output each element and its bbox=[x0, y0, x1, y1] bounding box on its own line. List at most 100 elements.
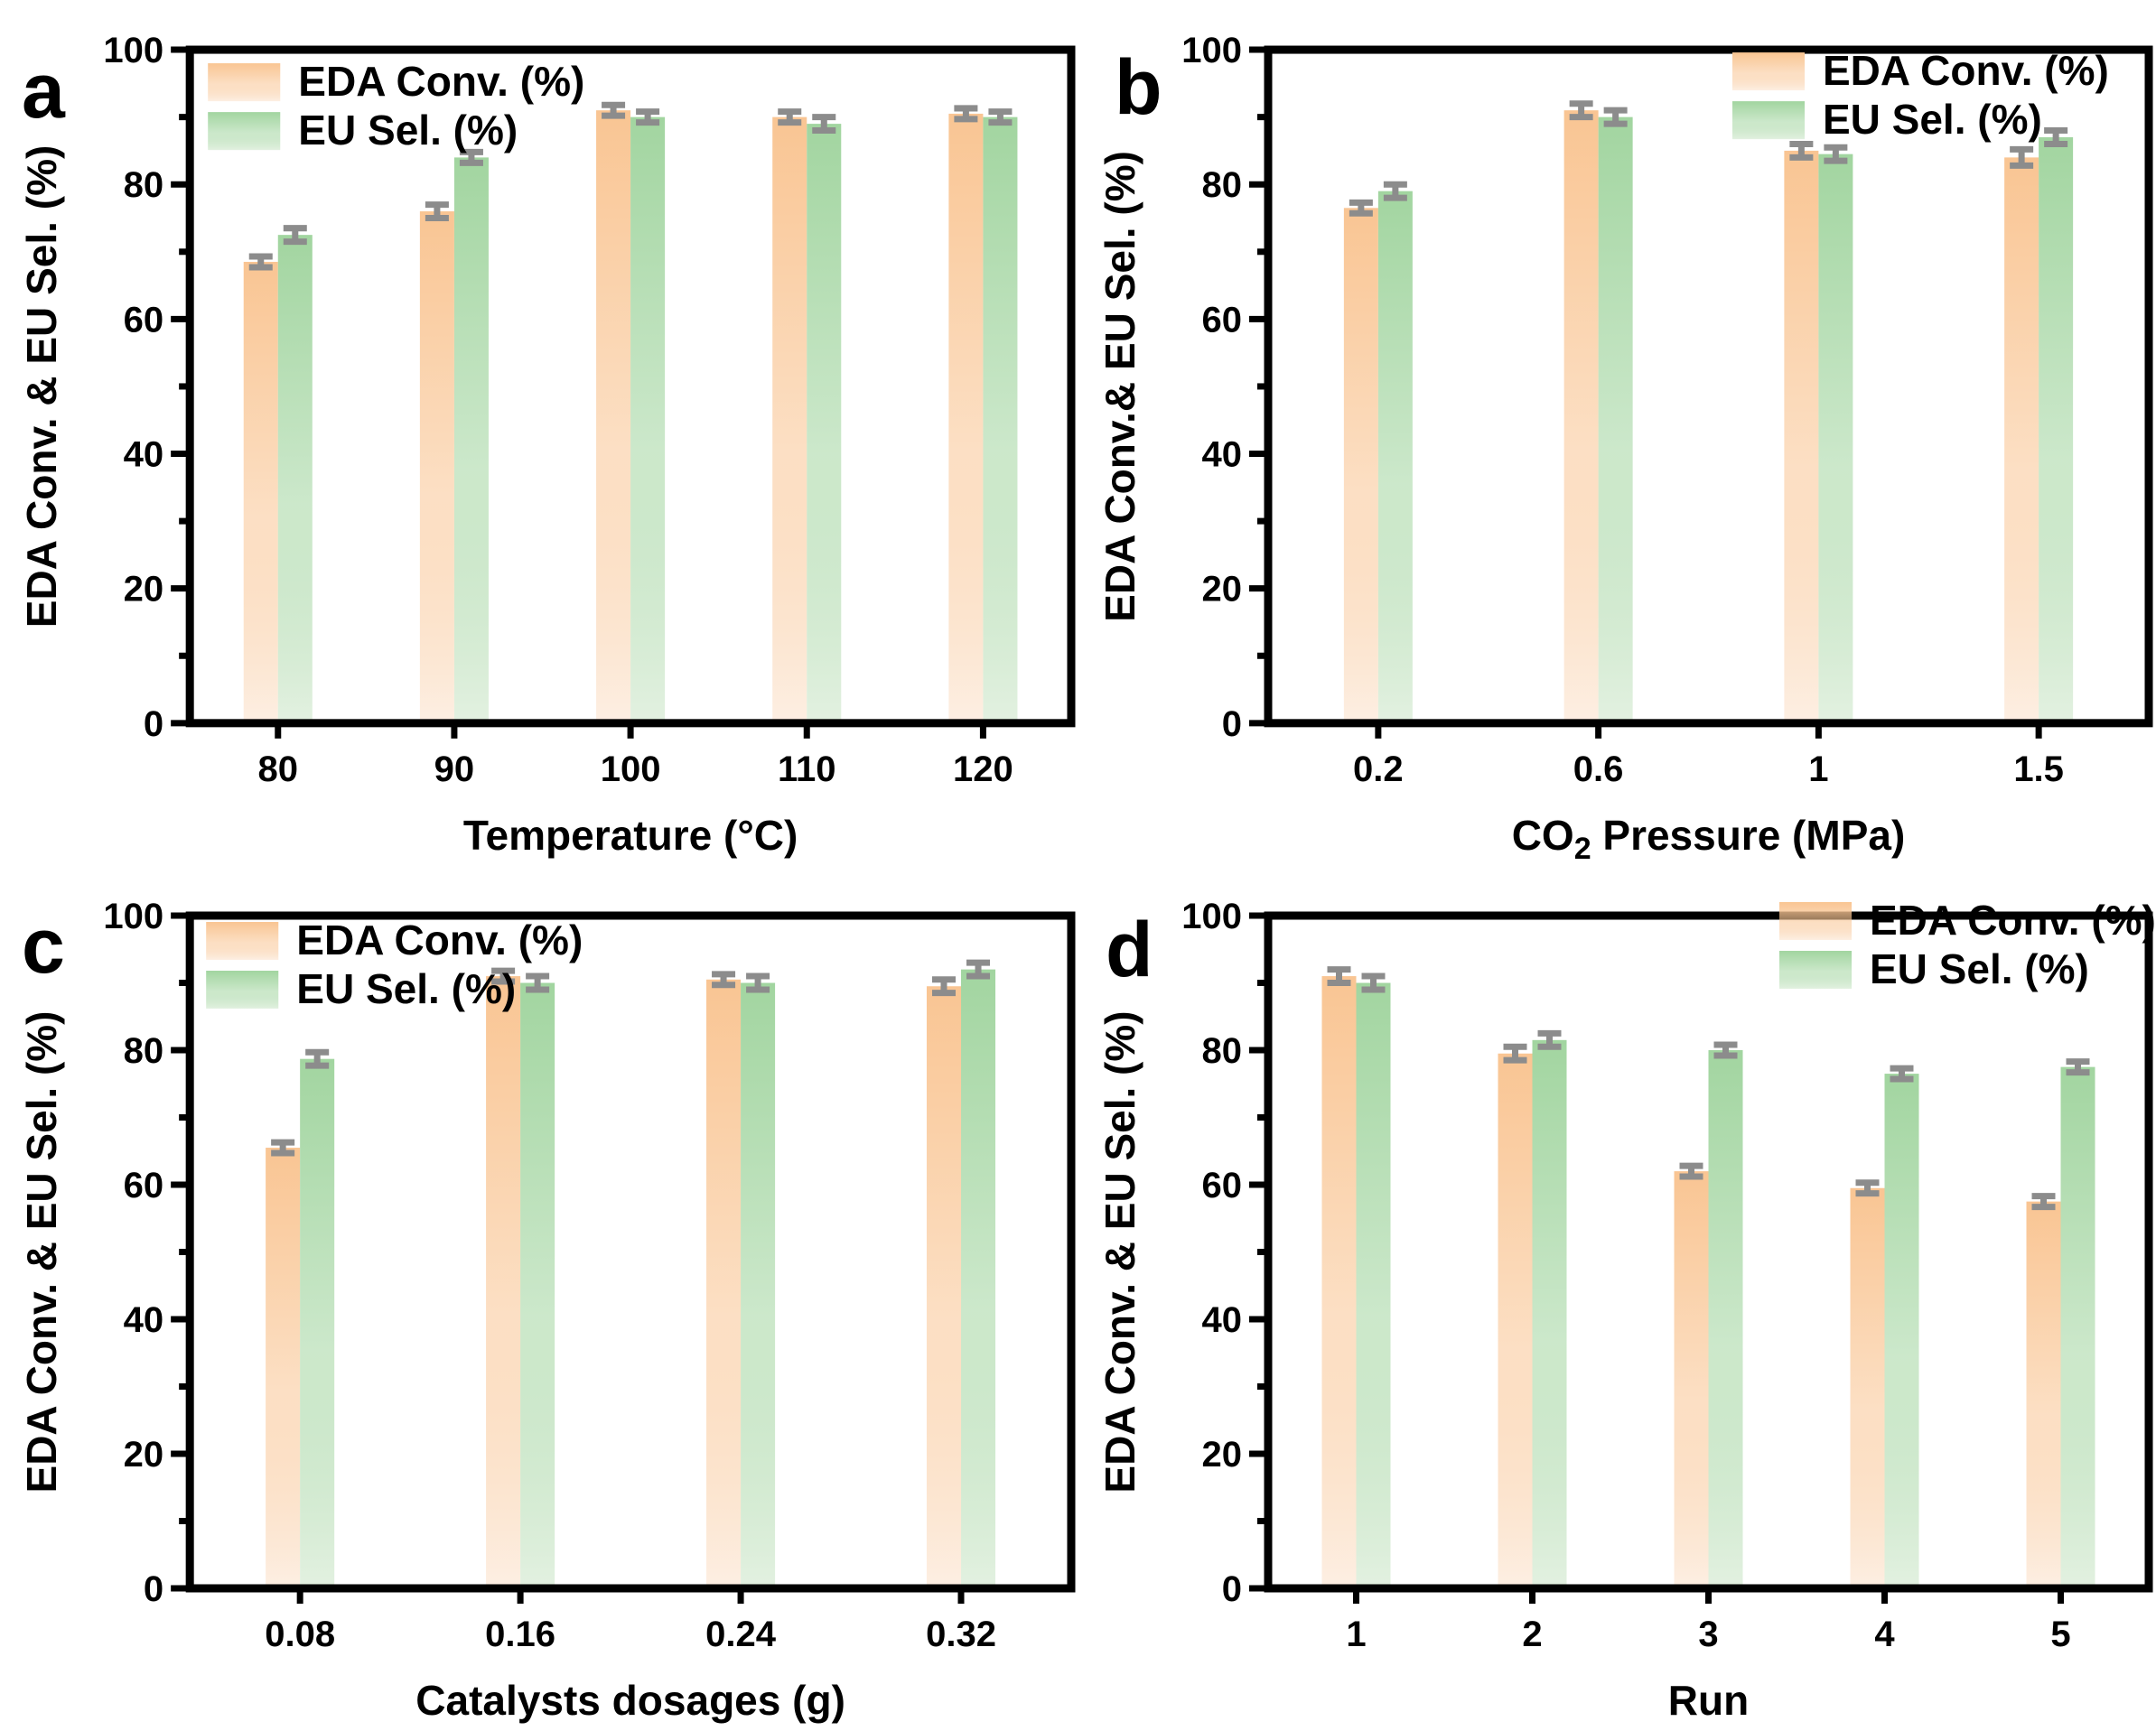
error-bar bbox=[1327, 966, 1351, 986]
x-axis-tick-label: 0.16 bbox=[485, 1615, 555, 1654]
x-axis-tick-label: 110 bbox=[778, 749, 836, 789]
eda-conv-bar bbox=[243, 261, 278, 723]
x-axis-title-text: Run bbox=[1668, 1677, 1749, 1724]
panel-letter: c bbox=[22, 903, 65, 990]
y-axis-tick-label: 20 bbox=[124, 570, 164, 610]
x-axis-tick-label: 0.08 bbox=[265, 1615, 335, 1654]
y-axis-tick-label: 20 bbox=[124, 1435, 164, 1475]
error-bar bbox=[2031, 1193, 2056, 1211]
eu-sel-bar bbox=[961, 969, 996, 1588]
error-bar bbox=[283, 225, 307, 246]
error-bar bbox=[2044, 127, 2068, 147]
error-bar bbox=[491, 967, 516, 985]
error-bar bbox=[812, 114, 836, 135]
error-bar bbox=[602, 101, 626, 119]
error-bar bbox=[1569, 100, 1593, 121]
x-axis-tick-label: 4 bbox=[1874, 1615, 1895, 1654]
x-axis-tick-label: 0.2 bbox=[1353, 749, 1404, 789]
panel-letter: b bbox=[1115, 44, 1162, 131]
x-axis-tick-label: 0.6 bbox=[1573, 749, 1624, 789]
error-bar bbox=[1824, 144, 1848, 164]
x-axis-title: Catalysts dosages (g) bbox=[415, 1677, 845, 1724]
eda-conv-bar bbox=[486, 976, 521, 1588]
panel-c-svg: 0 20 40 60 80 100 0.08 0.16 0.24 0.32 Catalysts do… bbox=[18, 897, 1076, 1724]
eu-sel-bar bbox=[1598, 116, 1633, 723]
panel-letter: a bbox=[22, 48, 66, 135]
x-axis-tick-label: 80 bbox=[258, 749, 299, 789]
chart-panel-a: 0 20 40 60 80 100 80 90 100 110 120 Temperature (°C… bbox=[0, 0, 1078, 866]
x-axis-tick-label: 5 bbox=[2050, 1615, 2070, 1654]
legend-label: EU Sel. (%) bbox=[1870, 945, 2089, 992]
y-axis-title: EDA Conv. & EU Sel. (%) bbox=[1097, 1010, 1143, 1493]
error-bar bbox=[1789, 140, 1814, 161]
eu-sel-bar bbox=[300, 1058, 335, 1588]
error-bar bbox=[988, 108, 1013, 126]
x-axis-title-text: Temperature (°C) bbox=[463, 812, 798, 859]
eu-sel-bar bbox=[277, 235, 313, 723]
legend-swatch-eda-conv bbox=[1779, 902, 1852, 940]
eu-sel-bar bbox=[1532, 1039, 1567, 1588]
eda-conv-bar bbox=[1321, 976, 1357, 1588]
panel-letter: d bbox=[1106, 907, 1153, 993]
eda-conv-bar bbox=[948, 113, 984, 723]
y-axis-tick-label: 60 bbox=[124, 1166, 164, 1205]
eda-conv-bar bbox=[419, 211, 454, 723]
eda-conv-bar bbox=[2026, 1201, 2061, 1588]
eu-sel-bar bbox=[2060, 1066, 2095, 1588]
error-bar bbox=[1890, 1065, 1914, 1083]
eu-sel-bar bbox=[983, 116, 1018, 723]
y-axis-tick-label: 80 bbox=[124, 1031, 164, 1071]
y-axis-tick-label: 60 bbox=[124, 300, 164, 340]
eda-conv-bar bbox=[926, 986, 962, 1588]
x-axis-title-text: Catalysts dosages (g) bbox=[415, 1677, 845, 1724]
y-axis-tick-label: 100 bbox=[1181, 31, 1242, 70]
legend-label: EU Sel. (%) bbox=[296, 965, 516, 1012]
legend-label: EDA Conv. (%) bbox=[1823, 47, 2109, 94]
error-bar bbox=[526, 973, 550, 993]
error-bar bbox=[271, 1139, 295, 1157]
eda-conv-bar bbox=[1343, 208, 1378, 723]
y-axis-title: EDA Conv. & EU Sel. (%) bbox=[18, 1011, 65, 1494]
eda-conv-bar bbox=[1563, 110, 1599, 723]
eu-sel-bar bbox=[453, 157, 489, 723]
x-axis-tick-label: 100 bbox=[601, 749, 661, 789]
error-bar bbox=[2066, 1058, 2090, 1076]
x-axis-tick-label: 3 bbox=[1698, 1615, 1718, 1654]
eu-sel-bar bbox=[1356, 982, 1391, 1588]
eu-sel-bar bbox=[741, 982, 776, 1588]
eu-sel-bar bbox=[2039, 137, 2074, 723]
x-axis-tick-label: 0.24 bbox=[705, 1615, 777, 1654]
error-bar bbox=[1679, 1162, 1703, 1180]
error-bar bbox=[1349, 199, 1373, 217]
x-axis-title: Run bbox=[1668, 1677, 1749, 1724]
chart-panel-b: 0 20 40 60 80 100 0.2 0.6 1 1.5 CO2 Pressure (MPa)… bbox=[1078, 0, 2156, 866]
error-bar bbox=[2010, 145, 2034, 169]
y-axis-tick-label: 0 bbox=[144, 704, 163, 744]
y-axis-tick-label: 80 bbox=[124, 165, 164, 205]
error-bar bbox=[1361, 973, 1386, 993]
error-bar bbox=[305, 1048, 330, 1069]
error-bar bbox=[425, 201, 449, 222]
eda-conv-bar bbox=[772, 116, 807, 723]
eu-sel-bar bbox=[520, 982, 555, 1588]
legend-swatch-eda-conv bbox=[1732, 52, 1805, 91]
eu-sel-bar bbox=[630, 116, 666, 723]
y-axis-tick-label: 0 bbox=[144, 1569, 163, 1609]
y-axis-tick-label: 40 bbox=[1202, 435, 1242, 475]
error-bar bbox=[712, 971, 736, 989]
y-axis-tick-label: 20 bbox=[1202, 570, 1242, 610]
x-axis-title: CO2 Pressure (MPa) bbox=[1512, 812, 1906, 866]
eda-conv-bar bbox=[1850, 1187, 1885, 1588]
y-axis-tick-label: 20 bbox=[1202, 1435, 1243, 1475]
x-axis-tick-label: 1 bbox=[1808, 749, 1828, 789]
error-bar bbox=[1713, 1041, 1738, 1059]
error-bar bbox=[636, 108, 660, 126]
chart-panel-c: 0 20 40 60 80 100 0.08 0.16 0.24 0.32 Catalysts do… bbox=[0, 866, 1078, 1731]
eu-sel-bar bbox=[1708, 1050, 1743, 1588]
chart-panel-d: 0 20 40 60 80 100 1 2 3 4 5 Run EDA Conv. & EU Sel. … bbox=[1078, 866, 2156, 1731]
y-axis-tick-label: 40 bbox=[1202, 1300, 1243, 1340]
error-bar bbox=[1503, 1043, 1527, 1064]
error-bar bbox=[248, 253, 273, 271]
eda-conv-bar bbox=[596, 110, 631, 723]
